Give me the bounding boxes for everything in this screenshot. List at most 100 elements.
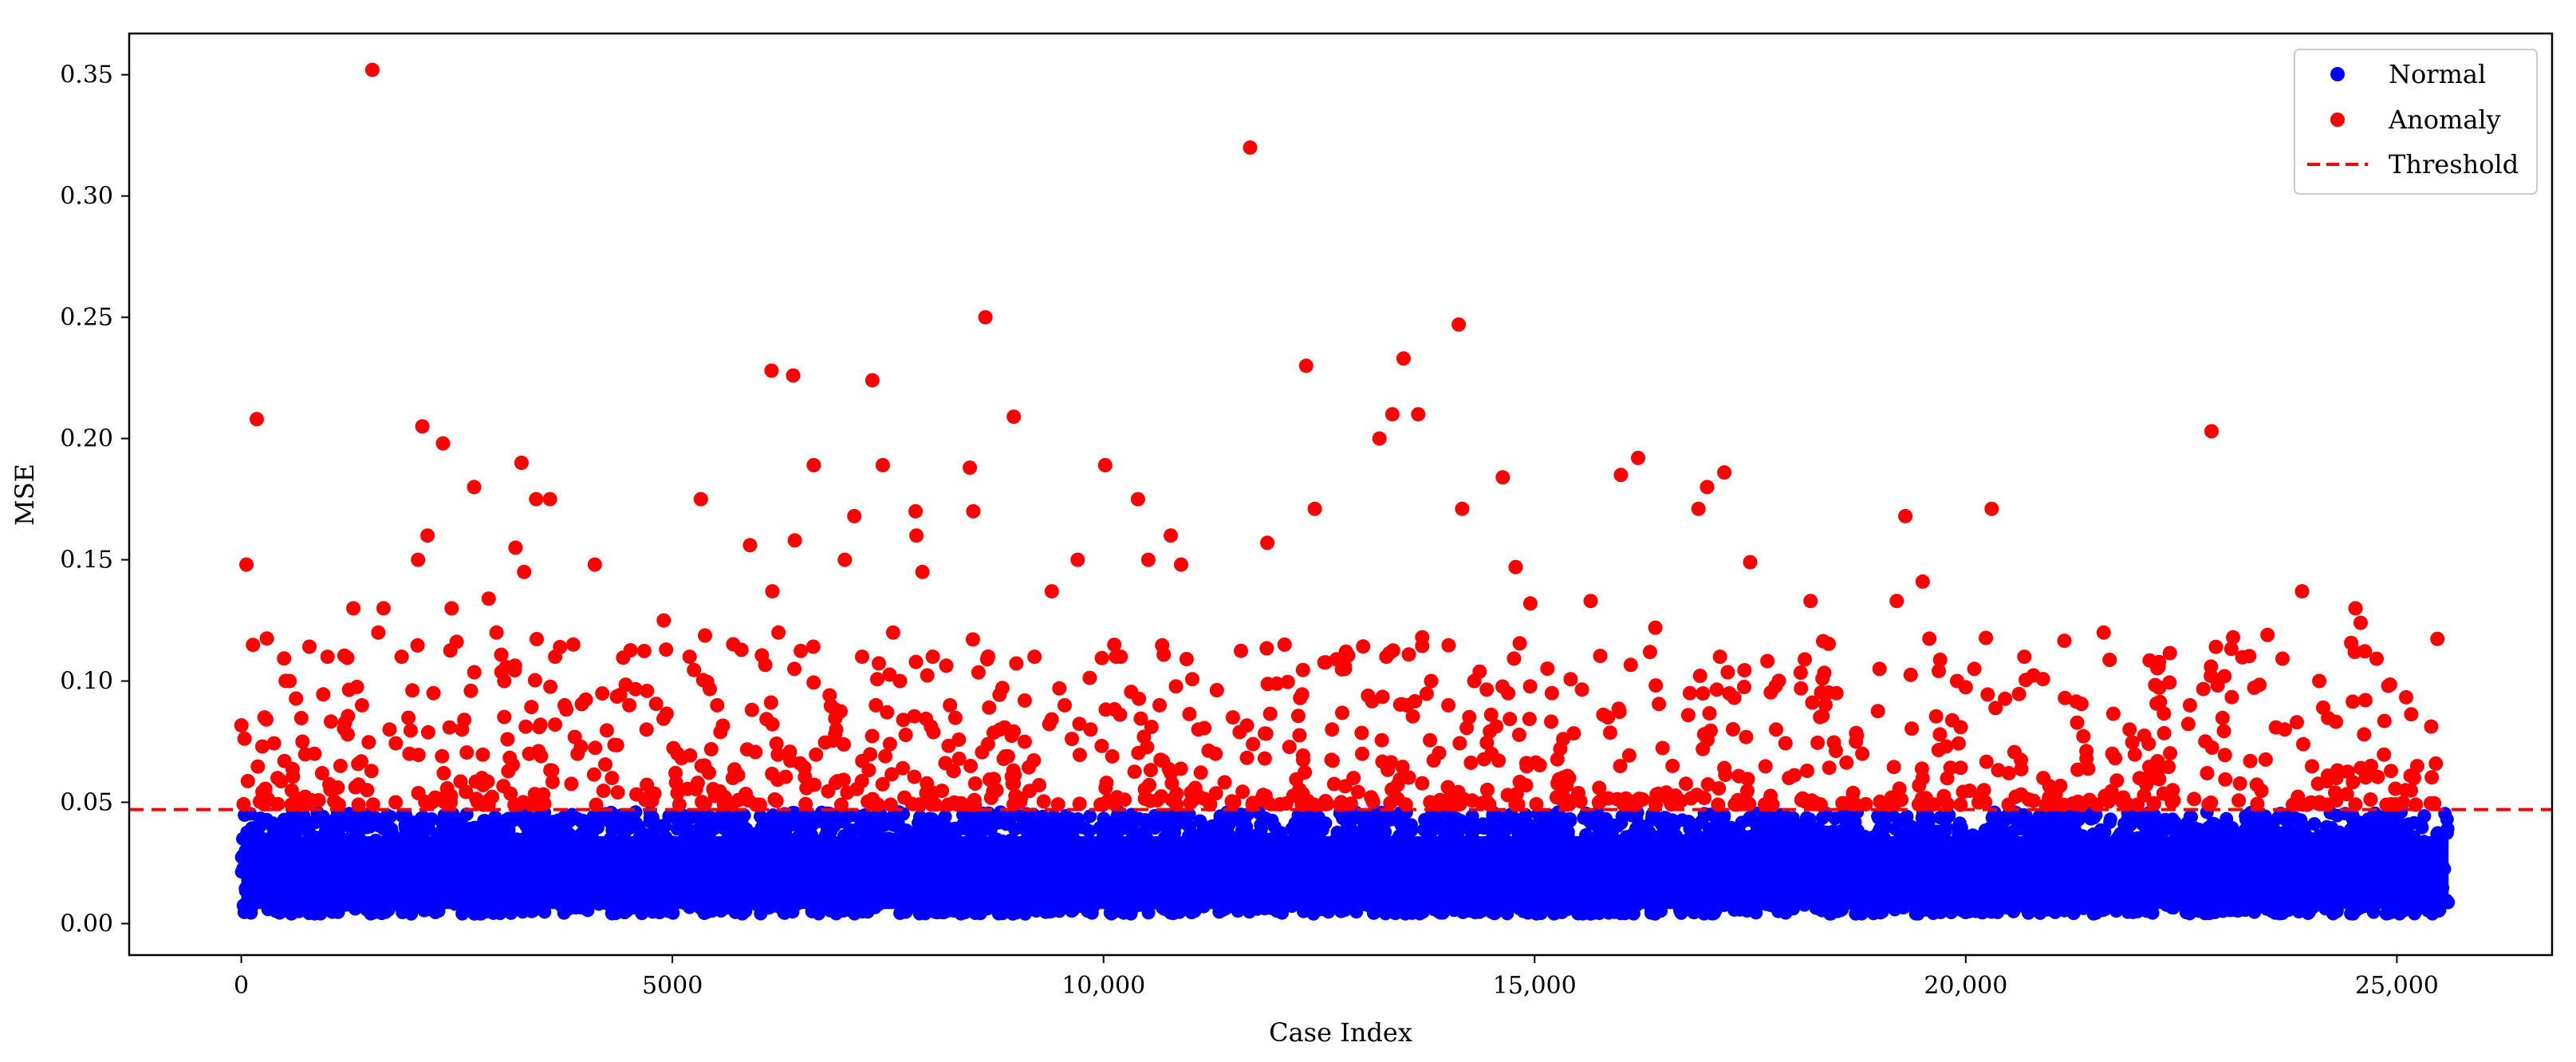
normal-point bbox=[1778, 850, 1793, 864]
normal-point bbox=[833, 835, 847, 850]
normal-point bbox=[1499, 901, 1513, 914]
normal-point bbox=[2291, 841, 2306, 855]
normal-points-layer bbox=[234, 805, 2456, 921]
normal-point bbox=[1902, 835, 1916, 850]
normal-point bbox=[1913, 850, 1928, 864]
normal-point bbox=[1658, 871, 1672, 886]
normal-point bbox=[1682, 816, 1696, 831]
normal-point bbox=[1142, 898, 1156, 912]
normal-point bbox=[789, 878, 803, 892]
normal-point bbox=[780, 890, 794, 904]
normal-point bbox=[2096, 894, 2110, 908]
normal-point bbox=[581, 903, 595, 918]
normal-point bbox=[2328, 836, 2342, 851]
normal-point bbox=[1341, 886, 1356, 900]
normal-point bbox=[986, 812, 1000, 827]
normal-point bbox=[2014, 848, 2028, 863]
normal-point bbox=[2145, 837, 2159, 851]
normal-point bbox=[2407, 856, 2421, 871]
normal-point bbox=[2021, 831, 2035, 846]
normal-point bbox=[2129, 885, 2144, 899]
normal-point bbox=[2361, 863, 2375, 877]
normal-point bbox=[1808, 865, 1822, 879]
normal-point bbox=[1763, 874, 1778, 888]
normal-point bbox=[620, 868, 634, 882]
normal-point bbox=[517, 815, 531, 830]
normal-point bbox=[992, 847, 1006, 860]
normal-point bbox=[1097, 894, 1111, 908]
normal-point bbox=[1231, 856, 1245, 871]
normal-point bbox=[2307, 817, 2322, 831]
normal-point bbox=[605, 894, 619, 907]
normal-point bbox=[447, 851, 461, 866]
normal-point bbox=[645, 810, 660, 824]
normal-point bbox=[2111, 844, 2125, 859]
normal-point bbox=[2395, 872, 2409, 886]
normal-point bbox=[609, 906, 623, 921]
normal-point bbox=[1644, 863, 1658, 877]
normal-point bbox=[641, 864, 656, 878]
normal-point bbox=[715, 867, 729, 881]
normal-point bbox=[1899, 853, 1912, 867]
normal-point bbox=[1782, 835, 1797, 850]
normal-point bbox=[683, 900, 697, 914]
normal-point bbox=[2063, 878, 2078, 892]
normal-point bbox=[1866, 906, 1881, 921]
normal-point bbox=[593, 893, 607, 907]
normal-point bbox=[1083, 809, 1097, 823]
normal-point bbox=[416, 852, 430, 867]
normal-point bbox=[1581, 900, 1596, 914]
normal-point bbox=[2136, 817, 2150, 831]
normal-point bbox=[1671, 887, 1685, 902]
normal-point bbox=[1346, 849, 1361, 863]
normal-point bbox=[1985, 811, 1999, 825]
normal-point bbox=[1652, 831, 1666, 845]
normal-point bbox=[276, 854, 290, 867]
normal-point bbox=[1365, 851, 1380, 866]
normal-point bbox=[491, 833, 506, 847]
normal-point bbox=[572, 891, 586, 906]
normal-point bbox=[471, 853, 485, 867]
normal-point bbox=[818, 832, 833, 847]
normal-point bbox=[2381, 906, 2396, 920]
normal-point bbox=[1404, 855, 1418, 869]
normal-point bbox=[2440, 894, 2453, 909]
normal-point bbox=[1579, 828, 1593, 842]
normal-point bbox=[283, 889, 297, 903]
normal-point bbox=[339, 894, 353, 908]
normal-point bbox=[1347, 864, 1361, 878]
normal-point bbox=[1144, 840, 1159, 855]
normal-point bbox=[1173, 841, 1188, 855]
normal-point bbox=[1205, 819, 1219, 833]
normal-point bbox=[2028, 853, 2042, 867]
normal-point bbox=[858, 862, 872, 876]
normal-point bbox=[1680, 833, 1694, 847]
normal-point bbox=[1629, 898, 1644, 912]
normal-point bbox=[1822, 827, 1837, 842]
normal-point bbox=[2174, 819, 2188, 834]
normal-point bbox=[653, 853, 668, 867]
normal-point bbox=[931, 873, 945, 887]
normal-point bbox=[1382, 885, 1396, 899]
normal-point bbox=[1961, 843, 1975, 857]
normal-point bbox=[1125, 819, 1140, 834]
normal-point bbox=[303, 851, 317, 865]
normal-point bbox=[1407, 888, 1421, 902]
normal-point bbox=[2265, 843, 2279, 858]
normal-point bbox=[1026, 839, 1039, 853]
normal-point bbox=[882, 878, 896, 892]
normal-point bbox=[1996, 824, 2011, 839]
normal-point bbox=[1954, 820, 1968, 835]
normal-point bbox=[287, 822, 301, 836]
normal-point bbox=[2271, 897, 2285, 910]
normal-point bbox=[2145, 906, 2160, 920]
normal-point bbox=[2112, 862, 2126, 876]
normal-point bbox=[1586, 844, 1601, 859]
normal-point bbox=[553, 897, 567, 911]
normal-point bbox=[270, 841, 284, 855]
normal-point bbox=[1404, 818, 1418, 832]
normal-point bbox=[1641, 887, 1656, 902]
normal-point bbox=[1440, 895, 1455, 910]
normal-point bbox=[1061, 873, 1075, 887]
normal-point bbox=[1617, 904, 1632, 918]
